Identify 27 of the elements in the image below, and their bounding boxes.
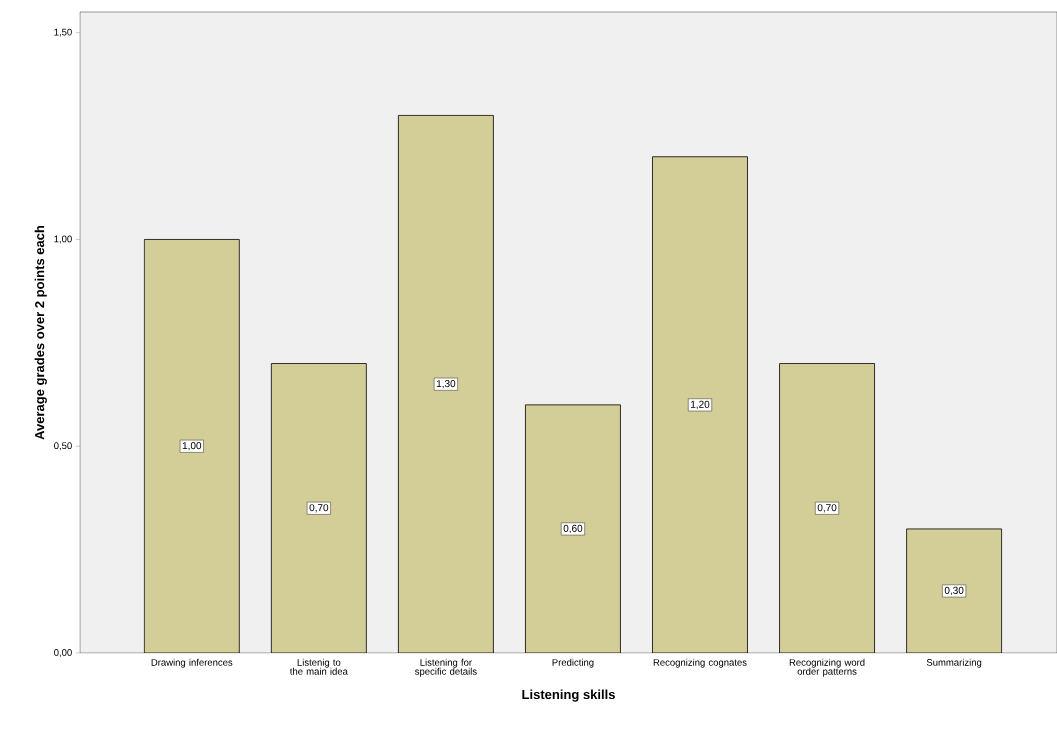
data-label: 1,00 <box>182 442 202 451</box>
y-tick-label: 0,00 <box>54 649 72 657</box>
y-tick-label: 1,00 <box>54 235 72 244</box>
x-tick-label: Predicting <box>552 658 594 668</box>
bar <box>398 114 494 653</box>
y-tick-label: 0,50 <box>54 442 72 451</box>
y-tick-label: 1,50 <box>54 28 72 37</box>
bar <box>270 363 367 653</box>
bar <box>779 363 875 653</box>
data-label: 0,70 <box>817 504 837 513</box>
bar <box>652 156 748 653</box>
data-label: 1,30 <box>436 380 456 389</box>
y-axis-title: Average grades over 2 points each <box>34 225 47 440</box>
bar <box>144 239 240 653</box>
data-label: 0,30 <box>944 586 964 596</box>
bar <box>906 528 1002 653</box>
x-axis-title: Listening skills <box>522 689 615 702</box>
x-tick-label: Recognizing word order patterns <box>789 658 865 677</box>
data-label: 0,70 <box>309 504 329 513</box>
x-tick-label: Recognizing cognates <box>653 658 747 668</box>
data-label: 1,20 <box>691 400 710 410</box>
x-tick-label: Listening for specific details <box>415 658 477 677</box>
data-label: 0,60 <box>563 524 583 534</box>
x-tick-label: Drawing inferences <box>151 658 233 668</box>
x-tick-label: Listenig to the main idea <box>289 658 348 675</box>
x-tick-label: Summarizing <box>926 658 982 668</box>
bar <box>525 404 621 653</box>
